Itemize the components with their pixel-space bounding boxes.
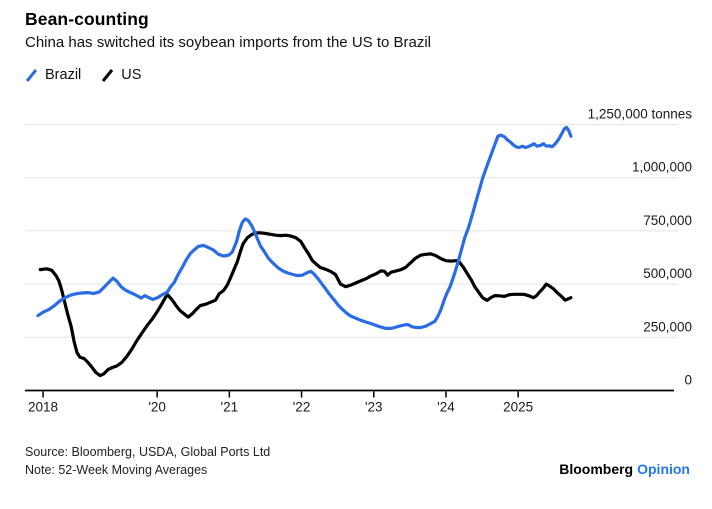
- brazil-line: [36, 125, 573, 330]
- source-line: Source: Bloomberg, USDA, Global Ports Lt…: [25, 445, 271, 459]
- brazil-slash-icon: [25, 68, 38, 82]
- legend-item-brazil: Brazil: [25, 67, 81, 83]
- page-title: Bean-counting: [25, 9, 149, 29]
- chart-subtitle: China has switched its soybean imports f…: [25, 34, 432, 51]
- us-line: [38, 231, 573, 378]
- bloomberg-wordmark: Bloomberg: [559, 461, 634, 477]
- x-axis-label: '24: [437, 400, 455, 415]
- y-axis-label: 250,000: [643, 319, 692, 334]
- y-axis-label: 1,000,000: [632, 160, 692, 175]
- legend: Brazil US: [25, 67, 141, 83]
- footer-source: Source: Bloomberg, USDA, Global Ports Lt…: [25, 443, 270, 479]
- opinion-wordmark: Opinion: [637, 461, 690, 477]
- x-axis-label: 2025: [503, 400, 533, 415]
- legend-label-us: US: [121, 67, 142, 83]
- x-axis-label: '21: [221, 400, 239, 415]
- x-axis-label: '20: [148, 400, 166, 415]
- us-slash-icon: [102, 68, 114, 82]
- y-axis-label: 750,000: [643, 213, 692, 228]
- note-line: Note: 52-Week Moving Averages: [25, 463, 208, 477]
- x-axis-label: 2018: [28, 400, 58, 415]
- x-axis-label: '23: [365, 400, 383, 415]
- y-axis-label: 0: [684, 373, 692, 388]
- legend-label-brazil: Brazil: [45, 67, 82, 83]
- y-axis-label: 500,000: [643, 266, 692, 281]
- bloomberg-opinion-logo: Bloomberg Opinion: [559, 461, 690, 477]
- y-axis-label: 1,250,000 tonnes: [588, 107, 693, 122]
- legend-item-us: US: [101, 67, 141, 83]
- x-axis-label: '22: [293, 400, 311, 415]
